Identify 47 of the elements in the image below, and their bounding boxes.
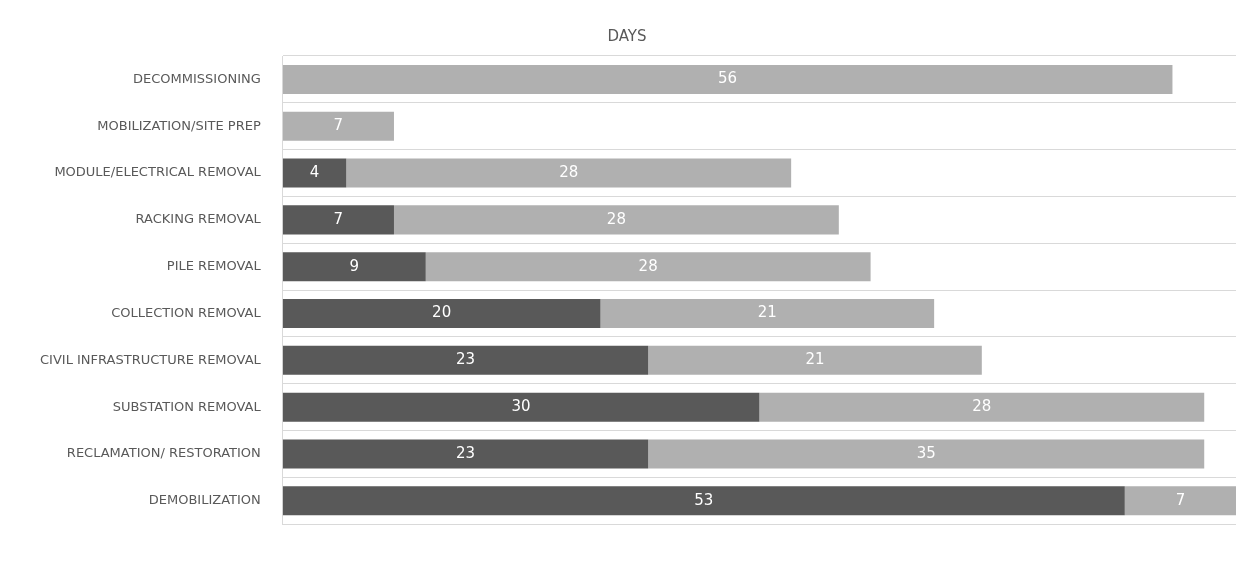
bar bbox=[282, 486, 1125, 516]
bar bbox=[1124, 486, 1236, 516]
bar bbox=[600, 299, 935, 329]
y-tick-label: MODULE/ELECTRICAL REMOVAL bbox=[54, 164, 262, 180]
bar bbox=[282, 392, 760, 422]
data-label: 28 bbox=[638, 256, 658, 275]
data-label: 9 bbox=[349, 256, 360, 275]
data-label: 7 bbox=[333, 209, 344, 228]
bar bbox=[282, 252, 426, 282]
y-tick-label: SUBSTATION REMOVAL bbox=[112, 398, 262, 414]
data-label: 23 bbox=[455, 350, 476, 369]
bar bbox=[393, 205, 839, 235]
y-tick-label: RECLAMATION/ RESTORATION bbox=[66, 445, 261, 461]
bar bbox=[282, 439, 649, 469]
y-tick-label: RACKING REMOVAL bbox=[135, 211, 262, 227]
data-label: 35 bbox=[916, 443, 936, 462]
bar bbox=[425, 252, 871, 282]
data-label: 20 bbox=[432, 303, 452, 322]
y-tick-label: PILE REMOVAL bbox=[166, 258, 262, 274]
data-label: 21 bbox=[805, 350, 825, 369]
y-tick-label: MOBILIZATION/SITE PREP bbox=[97, 117, 261, 133]
data-label: 7 bbox=[1175, 490, 1186, 509]
y-tick-label: CIVIL INFRASTRUCTURE REMOVAL bbox=[40, 351, 262, 367]
data-label: 28 bbox=[606, 209, 626, 228]
bar bbox=[346, 158, 792, 188]
data-label: 28 bbox=[972, 397, 992, 416]
data-label: 53 bbox=[694, 490, 714, 509]
data-label: 28 bbox=[559, 162, 579, 181]
bar bbox=[282, 205, 394, 235]
data-label: 23 bbox=[455, 443, 476, 462]
data-label: 30 bbox=[511, 397, 531, 416]
bar bbox=[282, 299, 601, 329]
data-label: 4 bbox=[309, 162, 320, 181]
bar bbox=[759, 392, 1205, 422]
data-label: 21 bbox=[757, 303, 777, 322]
data-label: 7 bbox=[333, 116, 344, 135]
bar bbox=[282, 345, 649, 375]
y-tick-label: COLLECTION REMOVAL bbox=[111, 304, 262, 320]
bar bbox=[648, 439, 1205, 469]
data-label: 56 bbox=[718, 69, 738, 88]
bar bbox=[282, 64, 1173, 94]
y-tick-label: DEMOBILIZATION bbox=[148, 492, 261, 508]
bar bbox=[282, 158, 347, 188]
bar bbox=[282, 111, 394, 141]
bar bbox=[648, 345, 982, 375]
y-tick-label: DECOMMISSIONING bbox=[133, 70, 261, 86]
chart-title: DAYS bbox=[607, 26, 647, 45]
